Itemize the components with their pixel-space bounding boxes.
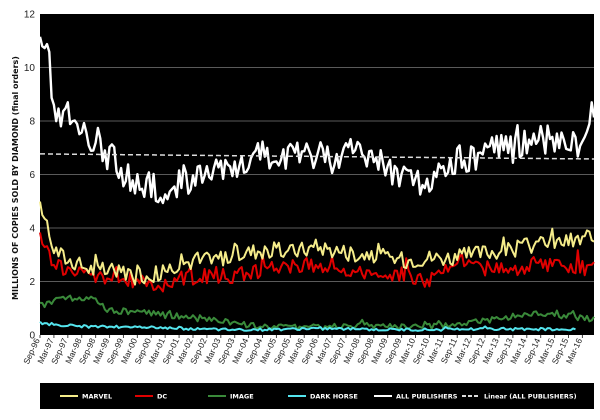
- y-tick-label: 4: [29, 224, 35, 235]
- legend-label: DC: [157, 393, 167, 401]
- legend-label: MARVEL: [82, 393, 112, 401]
- y-tick-label: 0: [29, 331, 35, 342]
- y-tick-label: 10: [24, 63, 36, 74]
- series-line-image: [39, 294, 595, 332]
- series-layer: [38, 36, 596, 332]
- y-tick-label: 8: [29, 117, 35, 128]
- legend-label: DARK HORSE: [310, 393, 358, 401]
- x-axis: Sep-96Mar-97Sep-97Mar-98Sep-98Mar-99Sep-…: [21, 335, 584, 366]
- y-axis-label: MILLIONS OF COPIES SOLD BY DIAMOND (fina…: [11, 56, 20, 300]
- series-line-linear-all-publishers: [40, 153, 594, 160]
- legend-box: [40, 383, 594, 409]
- series-line-dc: [39, 232, 595, 293]
- series-line-dark-horse: [39, 321, 576, 332]
- y-axis: 0 2 4 6 8 10 12: [24, 10, 36, 342]
- y-tick-label: 12: [24, 10, 36, 21]
- legend-label: Linear (ALL PUBLISHERS): [484, 393, 577, 401]
- series-line-marvel: [39, 201, 595, 286]
- y-tick-label: 2: [29, 277, 35, 288]
- y-tick-label: 6: [29, 170, 35, 181]
- series-line-all-publishers: [38, 36, 596, 205]
- legend-label: ALL PUBLISHERS: [396, 393, 458, 401]
- legend: MARVEL DC IMAGE DARK HORSE ALL PUBLISHERS Lin…: [60, 393, 577, 401]
- legend-label: IMAGE: [230, 393, 254, 401]
